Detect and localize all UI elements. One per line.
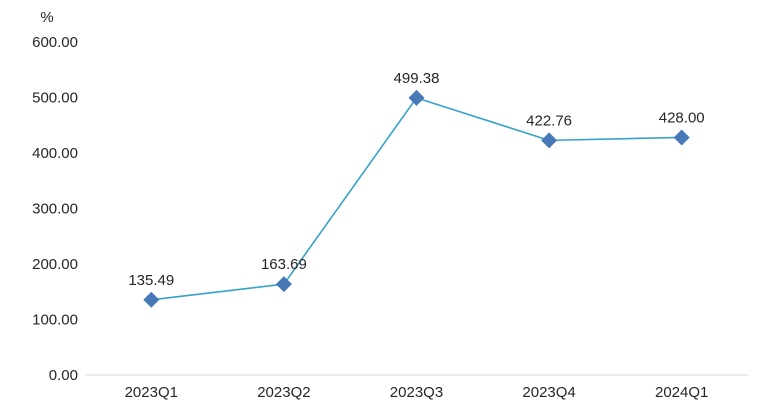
series-line	[151, 97, 682, 301]
x-axis-label: 2023Q1	[125, 384, 178, 401]
data-point-marker	[408, 89, 425, 106]
y-axis-tick-label: 100.00	[32, 312, 78, 329]
data-point-label: 422.76	[526, 112, 572, 129]
data-point-marker	[673, 129, 690, 146]
y-axis-tick-label: 300.00	[32, 201, 78, 218]
data-point-marker	[143, 291, 160, 308]
data-point-label: 499.38	[394, 70, 440, 87]
x-axis-label: 2023Q4	[522, 384, 575, 401]
y-axis-unit-label: %	[40, 9, 53, 26]
data-point-label: 428.00	[659, 109, 705, 126]
y-axis-tick-label: 400.00	[32, 145, 78, 162]
x-axis-label: 2024Q1	[655, 384, 708, 401]
y-axis-tick-label: 500.00	[32, 90, 78, 107]
y-axis-tick-label: 200.00	[32, 256, 78, 273]
data-point-marker	[275, 276, 292, 293]
data-point-label: 163.69	[261, 256, 307, 273]
data-point-label: 135.49	[128, 272, 174, 289]
x-axis-label: 2023Q3	[390, 384, 443, 401]
y-axis-tick-label: 0.00	[49, 367, 78, 384]
x-axis-label: 2023Q2	[257, 384, 310, 401]
y-axis-tick-label: 600.00	[32, 34, 78, 51]
data-point-marker	[541, 132, 558, 149]
